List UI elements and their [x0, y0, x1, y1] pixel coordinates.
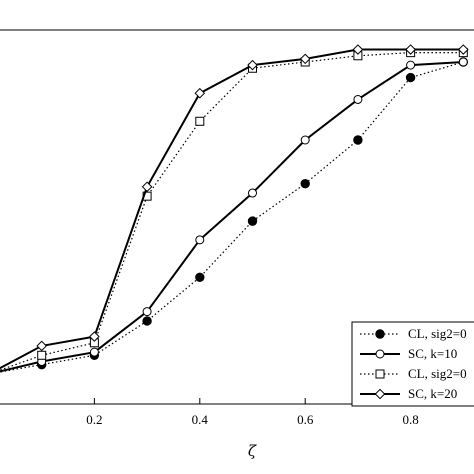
legend-marker — [375, 349, 385, 359]
legend-entry: CL, sig2=0 — [360, 366, 467, 381]
series-4-point — [352, 44, 364, 55]
x-tick-label: 0.8 — [402, 412, 418, 427]
series-2-point — [458, 57, 468, 67]
series-1-point — [300, 178, 310, 189]
series-3-line — [0, 51, 464, 371]
x-axis-label: ζ — [248, 442, 257, 460]
series-4-point — [247, 59, 258, 71]
legend: CL, sig2=0 SC, k=10 CL, sig2=0 SC, k=20 — [351, 321, 474, 407]
legend-entry: SC, k=10 — [360, 346, 457, 361]
series-4-point — [194, 87, 206, 99]
legend-box — [351, 321, 474, 407]
series-layer — [0, 44, 469, 373]
legend-label: CL, sig2=0 — [408, 326, 467, 341]
legend-marker — [374, 388, 386, 400]
series-4-point — [36, 340, 48, 352]
series-1-point — [195, 272, 205, 282]
series-4-point — [89, 331, 100, 342]
series-4-line — [0, 48, 464, 370]
series-4-point — [141, 181, 153, 193]
series-1-point — [405, 72, 416, 83]
series-2-point — [195, 235, 205, 245]
series-2-point — [89, 347, 99, 357]
series-4-point — [299, 53, 311, 65]
series-4 — [0, 44, 469, 370]
series-1-point — [353, 135, 363, 145]
legend-entry: SC, k=20 — [360, 386, 457, 401]
series-2-line — [0, 61, 464, 373]
x-tick-label: 0.6 — [297, 412, 314, 427]
series-2-point — [353, 94, 363, 104]
legend-label: CL, sig2=0 — [408, 366, 467, 381]
series-1-point — [247, 216, 258, 226]
series-2-point — [406, 60, 416, 70]
series-3-point — [37, 350, 47, 360]
legend-marker — [375, 369, 385, 379]
series-1-line — [0, 61, 464, 373]
x-tick-label: 0.2 — [86, 412, 102, 427]
series-2-point — [300, 135, 310, 145]
series-4-point — [405, 44, 416, 55]
legend-entry: CL, sig2=0 — [360, 326, 467, 341]
series-3-point — [195, 116, 205, 126]
series-2-point — [142, 307, 152, 317]
plot-frame — [0, 29, 474, 405]
legend-label: SC, k=10 — [408, 346, 457, 361]
series-4-point — [457, 44, 469, 55]
legend-marker — [375, 329, 385, 339]
x-axis-ticks: 0.2 0.4 0.6 0.8 — [86, 398, 419, 427]
series-2-point — [248, 188, 257, 198]
x-tick-label: 0.4 — [192, 412, 209, 427]
series-1-point — [142, 316, 152, 326]
legend-label: SC, k=20 — [408, 386, 457, 401]
